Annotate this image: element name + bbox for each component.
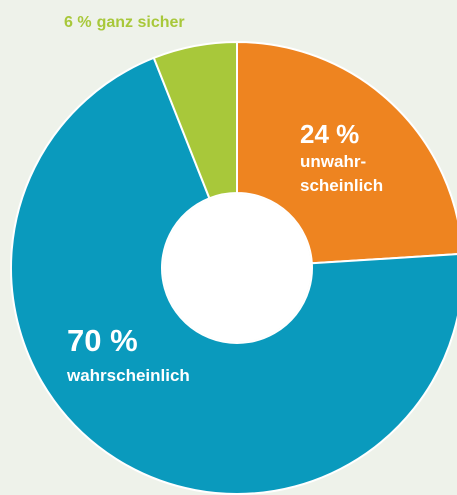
value-label: 6 % [64, 14, 92, 31]
donut-segment [236, 40, 457, 265]
donut-hole [163, 194, 311, 342]
donut-segment [152, 40, 238, 200]
slice-label: 6 % ganz sicher [64, 14, 185, 31]
category-label: ganz sicher [97, 14, 185, 31]
value-label: 70 % [67, 323, 138, 358]
value-label: 24 % [300, 119, 359, 149]
category-label: wahrscheinlich [66, 366, 190, 385]
donut-segment [10, 56, 457, 495]
category-label: unwahr- [300, 152, 366, 171]
category-label: scheinlich [300, 176, 383, 195]
